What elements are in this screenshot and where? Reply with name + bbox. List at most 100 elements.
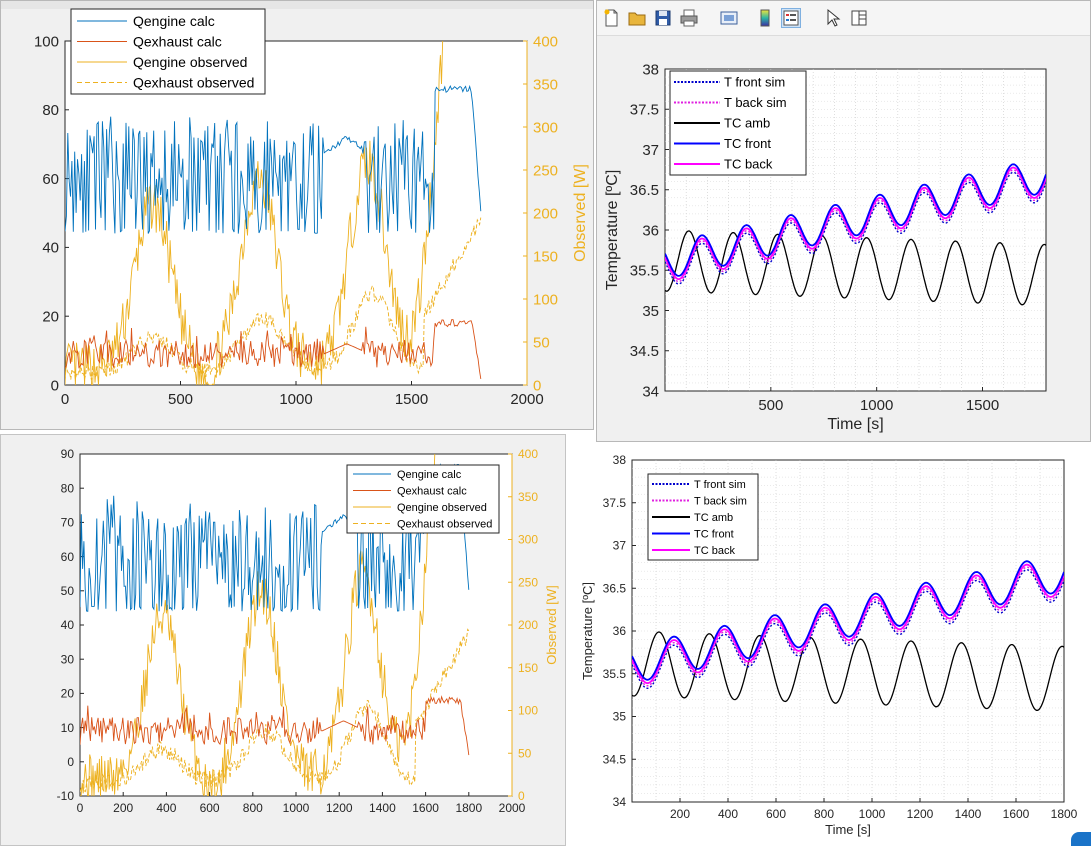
y-tick-label: 34.5: [603, 752, 627, 766]
y2-tick-label: 0: [518, 789, 525, 803]
legend-entry: T front sim: [724, 75, 785, 90]
y-tick-label: 40: [42, 240, 59, 257]
y-tick-label: 34: [642, 383, 659, 400]
y-tick-label: 37: [613, 539, 627, 553]
x-tick-label: 800: [814, 807, 834, 821]
x-tick-label: 400: [718, 807, 738, 821]
x-tick-label: 1400: [369, 801, 396, 815]
figure-window-temp-bottom: 200 400 600 800 1000 1200 1400 1600 1800 34 34.5 35…: [568, 444, 1091, 846]
series-qexhaust-observed: [80, 628, 470, 793]
x-tick-label: 1000: [279, 391, 312, 408]
y-axis-label: Temperature [ºC]: [604, 170, 621, 291]
y-tick-label: 10: [61, 721, 75, 735]
y2-tick-label: 200: [518, 618, 538, 632]
series-qexhaust-calc: [80, 695, 470, 756]
pointer-icon[interactable]: [823, 8, 843, 28]
x-tick-label: 1000: [283, 801, 310, 815]
y2-axis-label: Observed [W]: [572, 164, 589, 262]
y-tick-label: 0: [67, 755, 74, 769]
y-tick-label: 100: [34, 33, 59, 50]
series-tc-back: [632, 563, 1064, 685]
legend-entry: TC back: [694, 545, 735, 557]
y2-tick-label: 50: [533, 334, 550, 351]
y2-tick-label: 250: [533, 162, 558, 179]
y-tick-label: 37.5: [630, 102, 659, 119]
heat-chart-top: 0 500 1000 1500 2000020406080100050100150200…: [34, 8, 589, 408]
series-group: [632, 560, 1064, 711]
series-t-front-sim: [632, 568, 1064, 690]
x-tick-label: 1000: [860, 397, 893, 414]
legend-entry: Qexhaust calc: [397, 485, 467, 497]
y-tick-label: 36.5: [630, 182, 659, 199]
y-tick-label: 40: [61, 618, 75, 632]
x-tick-label: 600: [200, 801, 220, 815]
y2-tick-label: 250: [518, 575, 538, 589]
y-tick-label: 38: [613, 453, 627, 467]
series-group: [665, 163, 1046, 306]
y-tick-label: 20: [42, 308, 59, 325]
x-tick-label: 500: [168, 391, 193, 408]
x-tick-label: 1600: [412, 801, 439, 815]
y-tick-label: 35: [613, 710, 627, 724]
y-tick-label: 35.5: [603, 667, 627, 681]
window-top-strip: [1, 1, 593, 9]
legend-entry: Qengine calc: [133, 13, 215, 29]
y2-tick-label: 50: [518, 746, 532, 760]
y-tick-label: -10: [57, 789, 75, 803]
x-tick-label: 0: [61, 391, 69, 408]
temp-chart-top: 500 1000 1500 34 34.5 35 35.5 36 36.5 37 37.5 38 Tim…: [604, 61, 1047, 433]
property-inspector-icon[interactable]: [849, 8, 869, 28]
temp-chart-bottom: 200 400 600 800 1000 1200 1400 1600 1800 34 34.5 35…: [580, 453, 1078, 837]
series-group: [80, 454, 470, 796]
x-tick-label: 1000: [859, 807, 886, 821]
figure-window-temp-top: 500 1000 1500 34 34.5 35 35.5 36 36.5 37 37.5 38 Tim…: [596, 0, 1091, 442]
figure-window-heat-top: 0 500 1000 1500 2000 0 20 40 60 80 100 0 50 100 150 200…: [0, 0, 594, 430]
x-tick-label: 1200: [326, 801, 353, 815]
x-tick-label: 1800: [1051, 807, 1078, 821]
y-tick-label: 36: [642, 222, 659, 239]
new-file-icon[interactable]: [601, 8, 621, 28]
legend-entry: T back sim: [724, 95, 787, 110]
series-t-back-sim: [665, 169, 1046, 283]
legend-entry: TC front: [694, 528, 734, 540]
print-preview-icon[interactable]: [719, 8, 739, 28]
series-qengine-calc: [65, 84, 482, 234]
x-tick-label: 1400: [955, 807, 982, 821]
y-tick-label: 30: [61, 652, 75, 666]
y2-tick-label: 350: [533, 76, 558, 93]
y2-tick-label: 0: [533, 377, 541, 394]
legend-entry: TC amb: [724, 116, 770, 131]
y-tick-label: 36.5: [603, 581, 627, 595]
legend-entry: T back sim: [694, 495, 747, 507]
y2-tick-label: 300: [533, 119, 558, 136]
series-qengine-observed: [65, 41, 444, 385]
corner-action-button[interactable]: [1071, 832, 1091, 846]
y-tick-label: 60: [61, 550, 75, 564]
print-icon[interactable]: [679, 8, 699, 28]
y-tick-label: 70: [61, 516, 75, 530]
y-tick-label: 80: [61, 481, 75, 495]
x-tick-label: 1200: [907, 807, 934, 821]
y-tick-label: 20: [61, 687, 75, 701]
series-qexhaust-calc: [65, 319, 482, 379]
x-tick-label: 1500: [966, 397, 999, 414]
open-folder-icon[interactable]: [627, 8, 647, 28]
series-tc-amb: [665, 230, 1046, 306]
legend-entry: Qengine observed: [133, 54, 247, 70]
legend-entry: T front sim: [694, 479, 746, 491]
y-tick-label: 37: [642, 142, 659, 159]
legend-entry: Qengine observed: [397, 502, 487, 514]
figure-toolbar: [597, 1, 1090, 36]
save-icon[interactable]: [653, 8, 673, 28]
y2-tick-label: 100: [533, 291, 558, 308]
legend-icon[interactable]: [781, 8, 801, 28]
legend-entry: Qexhaust calc: [133, 33, 222, 49]
legend-box: [346, 464, 500, 534]
y2-tick-label: 400: [518, 447, 538, 461]
y2-tick-label: 350: [518, 490, 538, 504]
colorbar-icon[interactable]: [755, 8, 775, 28]
y-tick-label: 90: [61, 447, 75, 461]
y-tick-label: 0: [51, 377, 59, 394]
x-tick-label: 1600: [1003, 807, 1030, 821]
x-tick-label: 0: [77, 801, 84, 815]
